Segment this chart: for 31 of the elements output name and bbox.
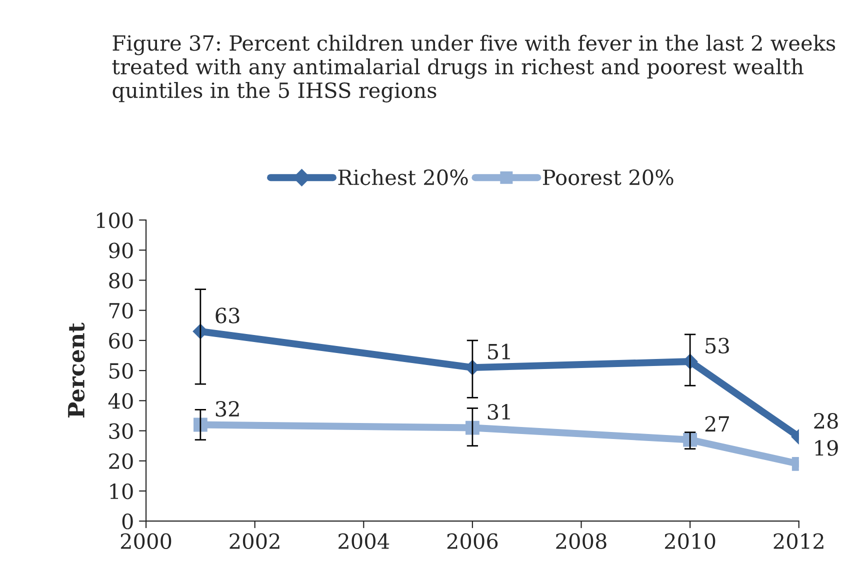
x-tick-label: 2006	[447, 533, 498, 550]
legend-label: Poorest 20%	[542, 169, 674, 186]
y-tick-label: 60	[109, 332, 133, 349]
x-tick-label: 2010	[664, 533, 716, 550]
data-label: 28	[814, 413, 838, 429]
y-axis-title: Percent	[68, 322, 85, 418]
y-tick-label: 100	[97, 212, 133, 228]
y-tick-label: 70	[109, 302, 133, 319]
x-tick-label: 2002	[230, 533, 280, 550]
data-label: 63	[216, 308, 240, 324]
y-tick-label: 50	[109, 363, 133, 379]
y-tick-label: 0	[122, 514, 133, 530]
x-tick-label: 2008	[556, 533, 606, 550]
chart-title: Figure 37: Percent children under five with fever in the last 2 weeks treated with any antimalarial drugs in richest and poorest wealth quintiles in the 5 IHSS regions	[112, 34, 836, 102]
point	[466, 420, 480, 435]
data-label: 27	[705, 416, 729, 432]
y-tick-label: 40	[108, 393, 133, 409]
legend-label: Richest 20%	[338, 169, 468, 186]
x-tick-label: 2000	[120, 533, 172, 550]
x-tick-label: 2004	[338, 533, 390, 550]
data-label: 32	[216, 400, 239, 417]
data-label: 19	[815, 440, 838, 456]
y-tick-label: 30	[109, 423, 133, 439]
y-tick-label: 20	[109, 453, 133, 470]
data-label: 53	[706, 338, 729, 354]
data-label: 31	[488, 404, 510, 420]
y-tick-label: 10	[110, 483, 133, 500]
y-tick-label: 90	[109, 242, 133, 258]
y-tick-label: 80	[109, 272, 133, 288]
data-label: 51	[488, 344, 510, 360]
x-tick-label: 2012	[774, 533, 824, 550]
